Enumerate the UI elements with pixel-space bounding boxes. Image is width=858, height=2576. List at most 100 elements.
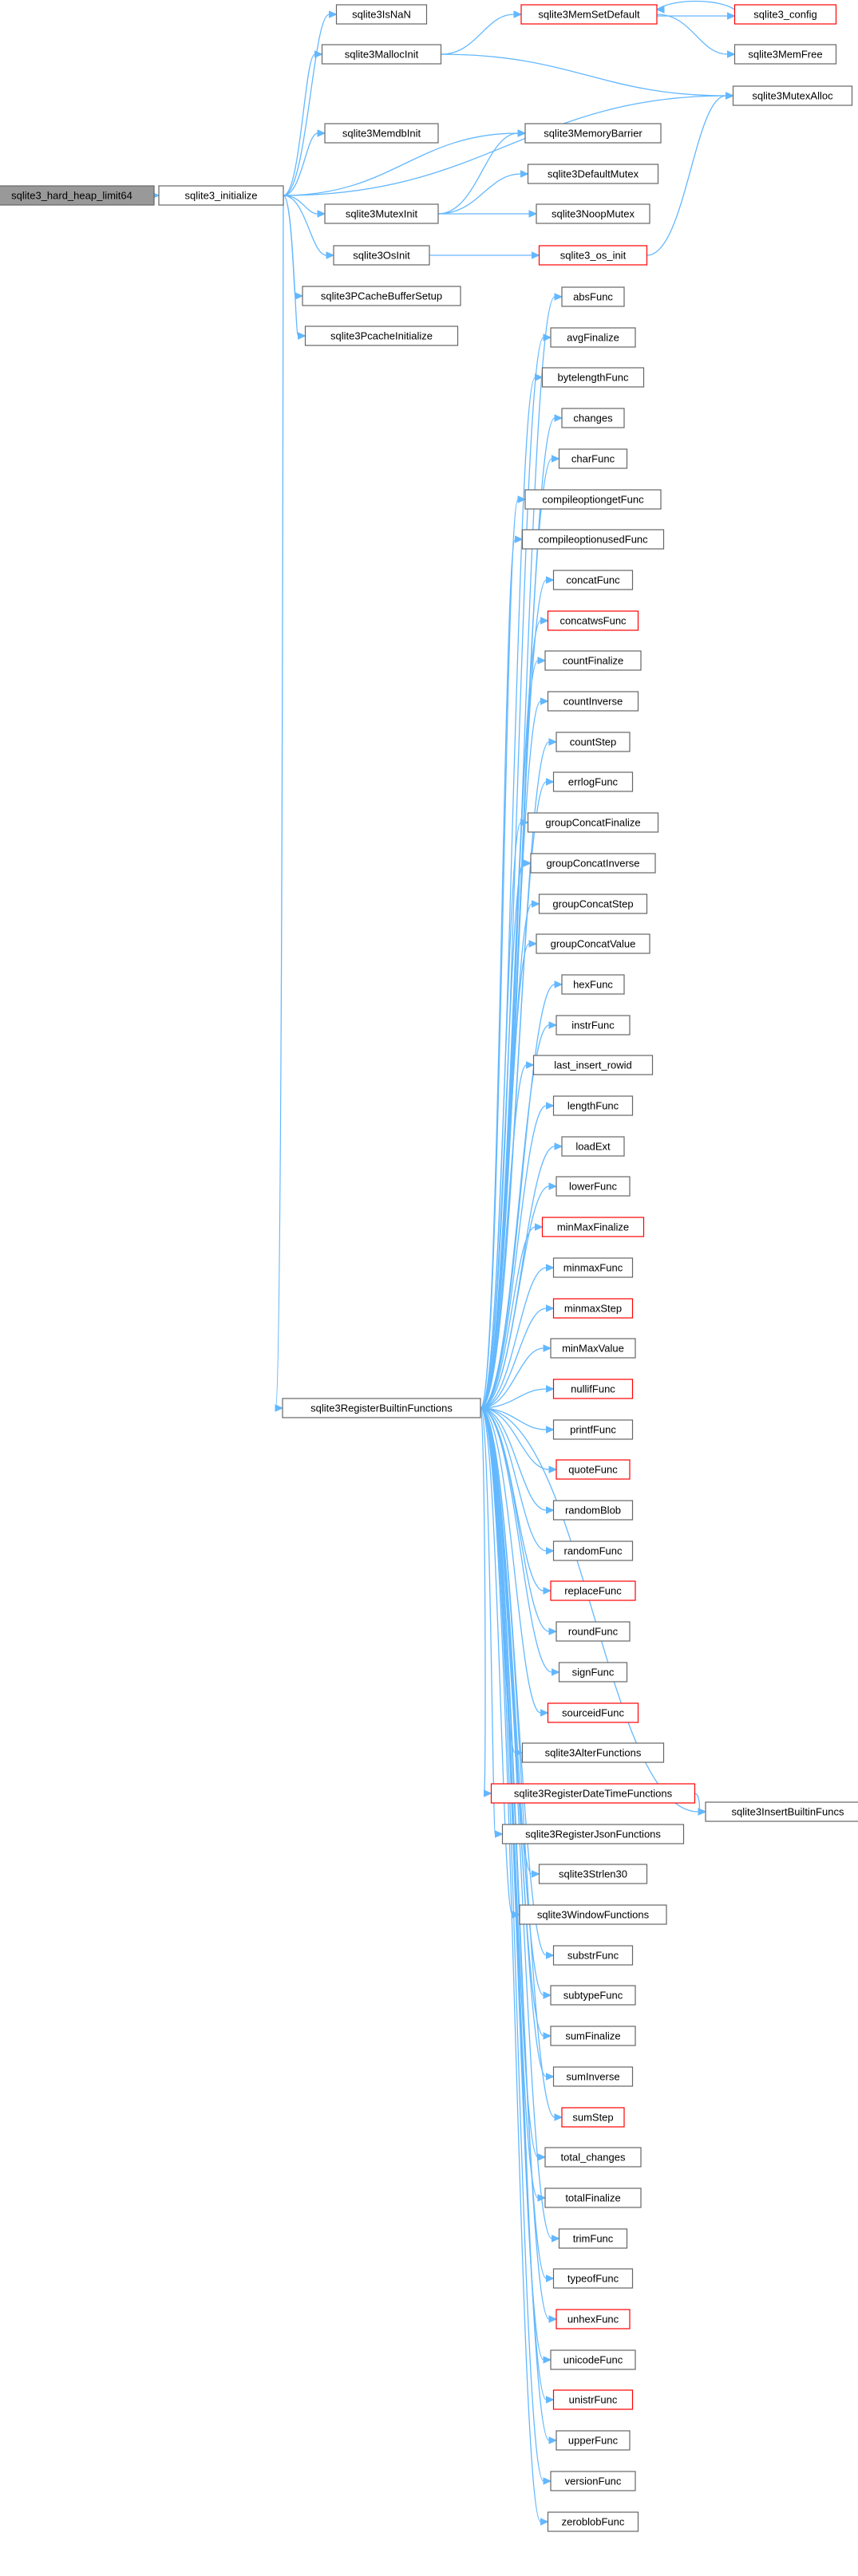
node-randomBlob[interactable]: randomBlob <box>552 1500 634 1521</box>
node-nullifFunc[interactable]: nullifFunc <box>552 1379 634 1399</box>
edge-arrowhead <box>495 1830 504 1838</box>
node-memdbinit[interactable]: sqlite3MemdbInit <box>324 123 439 144</box>
node-osinit[interactable]: sqlite3OsInit <box>333 245 430 266</box>
node-compileoptiongetFunc[interactable]: compileoptiongetFunc <box>524 489 662 510</box>
node-hexFunc[interactable]: hexFunc <box>561 974 625 995</box>
node-minMaxValue[interactable]: minMaxValue <box>550 1338 636 1359</box>
node-pcinit[interactable]: sqlite3PcacheInitialize <box>304 325 459 346</box>
node-minmaxFunc[interactable]: minmaxFunc <box>552 1257 634 1278</box>
node-box <box>550 1985 636 2006</box>
node-box <box>520 4 658 25</box>
node-typeofFunc[interactable]: typeofFunc <box>552 2268 634 2289</box>
node-totalFinalize[interactable]: totalFinalize <box>544 2187 642 2208</box>
node-sumInverse[interactable]: sumInverse <box>552 2066 634 2087</box>
node-memfree[interactable]: sqlite3MemFree <box>733 44 837 65</box>
node-mallocinit[interactable]: sqlite3MallocInit <box>321 44 442 65</box>
node-printfFunc[interactable]: printfFunc <box>552 1419 634 1440</box>
node-upperFunc[interactable]: upperFunc <box>556 2430 631 2451</box>
node-countInverse[interactable]: countInverse <box>547 691 639 712</box>
node-isnan[interactable]: sqlite3IsNaN <box>335 4 428 25</box>
node-minmaxStep[interactable]: minmaxStep <box>552 1298 634 1319</box>
node-countStep[interactable]: countStep <box>556 732 631 752</box>
node-box <box>558 2228 628 2249</box>
node-lengthFunc[interactable]: lengthFunc <box>552 1095 634 1116</box>
call-edge-regbuiltin-to-last_insert_rowid <box>480 1061 535 1409</box>
node-changes[interactable]: changes <box>561 408 625 428</box>
node-root[interactable]: sqlite3_hard_heap_limit64 <box>0 185 155 206</box>
node-sumFinalize[interactable]: sumFinalize <box>550 2026 636 2046</box>
node-trimFunc[interactable]: trimFunc <box>558 2228 628 2249</box>
edge-line <box>283 53 316 196</box>
node-loadExt[interactable]: loadExt <box>561 1136 625 1157</box>
node-absFunc[interactable]: absFunc <box>561 286 625 307</box>
node-unicodeFunc[interactable]: unicodeFunc <box>550 2349 636 2370</box>
node-regbuiltin[interactable]: sqlite3RegisterBuiltinFunctions <box>282 1398 481 1418</box>
node-label: compileoptiongetFunc <box>542 494 644 506</box>
node-box <box>556 732 631 752</box>
node-versionFunc[interactable]: versionFunc <box>550 2471 636 2491</box>
node-sourceidFunc[interactable]: sourceidFunc <box>547 1702 639 1723</box>
node-quoteFunc[interactable]: quoteFunc <box>556 1459 631 1480</box>
node-sqlite3AlterFunctions[interactable]: sqlite3AlterFunctions <box>521 1742 665 1763</box>
node-unistrFunc[interactable]: unistrFunc <box>552 2389 634 2410</box>
edge-line <box>480 1407 552 1673</box>
node-groupConcatStep[interactable]: groupConcatStep <box>538 894 648 914</box>
node-minMaxFinalize[interactable]: minMaxFinalize <box>541 1217 645 1237</box>
node-pcbufsetup[interactable]: sqlite3PCacheBufferSetup <box>302 286 461 306</box>
node-replaceFunc[interactable]: replaceFunc <box>550 1580 636 1601</box>
node-bytelengthFunc[interactable]: bytelengthFunc <box>541 367 645 388</box>
node-mutexalloc[interactable]: sqlite3MutexAlloc <box>732 85 853 106</box>
node-sqlite3Strlen30[interactable]: sqlite3Strlen30 <box>538 1864 648 1884</box>
edge-arrowhead <box>552 2235 560 2243</box>
node-groupConcatValue[interactable]: groupConcatValue <box>536 933 650 954</box>
node-box <box>550 327 636 348</box>
node-total_changes[interactable]: total_changes <box>544 2147 642 2168</box>
node-label: lengthFunc <box>567 1100 619 1112</box>
node-defmutex[interactable]: sqlite3DefaultMutex <box>527 164 659 184</box>
node-compileoptionusedFunc[interactable]: compileoptionusedFunc <box>521 529 665 550</box>
node-randomFunc[interactable]: randomFunc <box>552 1540 634 1561</box>
node-init[interactable]: sqlite3_initialize <box>158 185 284 206</box>
edge-arrowhead <box>295 292 304 300</box>
edge-arrowhead <box>517 129 527 137</box>
node-label: sqlite3RegisterBuiltinFunctions <box>310 1402 453 1414</box>
node-membarrier[interactable]: sqlite3MemoryBarrier <box>524 123 662 144</box>
node-mutexinit[interactable]: sqlite3MutexInit <box>324 203 439 224</box>
node-subtypeFunc[interactable]: subtypeFunc <box>550 1985 636 2006</box>
node-errlogFunc[interactable]: errlogFunc <box>552 771 634 792</box>
call-edge-regbuiltin-to-instrFunc <box>480 1021 558 1409</box>
edge-line <box>480 1267 547 1409</box>
node-groupConcatInverse[interactable]: groupConcatInverse <box>530 853 656 874</box>
node-concatwsFunc[interactable]: concatwsFunc <box>547 610 639 631</box>
node-sqlite3RegisterJsonFunctions[interactable]: sqlite3RegisterJsonFunctions <box>501 1824 685 1844</box>
node-countFinalize[interactable]: countFinalize <box>544 650 642 671</box>
node-label: sqlite3NoopMutex <box>552 208 635 220</box>
node-sqlite3WindowFunctions[interactable]: sqlite3WindowFunctions <box>519 1904 667 1925</box>
node-label: concatFunc <box>566 574 620 586</box>
node-signFunc[interactable]: signFunc <box>558 1662 628 1682</box>
edge-line <box>283 14 330 196</box>
node-label: sqlite3OsInit <box>353 250 410 262</box>
edge-arrowhead <box>546 1506 555 1514</box>
node-lowerFunc[interactable]: lowerFunc <box>556 1176 631 1197</box>
node-last_insert_rowid[interactable]: last_insert_rowid <box>532 1055 654 1075</box>
node-concatFunc[interactable]: concatFunc <box>552 570 634 590</box>
node-avgFinalize[interactable]: avgFinalize <box>550 327 636 348</box>
node-charFunc[interactable]: charFunc <box>558 448 628 469</box>
node-osinitf[interactable]: sqlite3_os_init <box>538 245 648 266</box>
node-insertbuiltin[interactable]: sqlite3InsertBuiltinFuncs <box>705 1801 858 1822</box>
node-config[interactable]: sqlite3_config <box>733 4 837 25</box>
node-box <box>324 203 439 224</box>
node-groupConcatFinalize[interactable]: groupConcatFinalize <box>527 812 659 833</box>
edge-arrowhead <box>548 2436 558 2444</box>
node-noopmutex[interactable]: sqlite3NoopMutex <box>536 203 650 224</box>
node-memsetdefault[interactable]: sqlite3MemSetDefault <box>520 4 658 25</box>
edge-arrowhead <box>543 2032 552 2040</box>
node-substrFunc[interactable]: substrFunc <box>552 1945 634 1966</box>
node-zeroblobFunc[interactable]: zeroblobFunc <box>547 2511 639 2532</box>
node-sumStep[interactable]: sumStep <box>561 2107 625 2128</box>
node-sqlite3RegisterDateTimeFunctions[interactable]: sqlite3RegisterDateTimeFunctions <box>490 1783 696 1804</box>
node-unhexFunc[interactable]: unhexFunc <box>556 2309 631 2329</box>
node-roundFunc[interactable]: roundFunc <box>556 1621 631 1642</box>
node-instrFunc[interactable]: instrFunc <box>556 1015 631 1036</box>
